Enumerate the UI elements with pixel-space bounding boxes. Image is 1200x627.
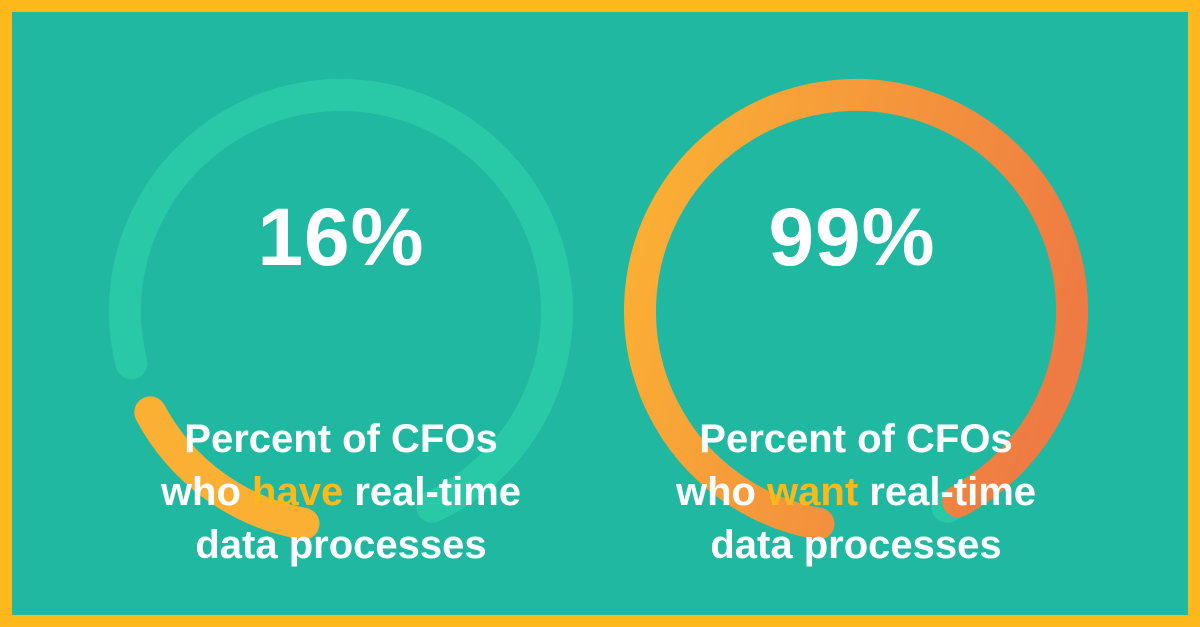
gauge-want-value-arc bbox=[624, 79, 1088, 540]
caption-line-1: Percent of CFOs bbox=[184, 417, 498, 461]
gauge-have bbox=[109, 79, 573, 540]
caption-text: who bbox=[160, 470, 253, 514]
gauge-want bbox=[624, 79, 1088, 540]
caption-line-2: who have real-time bbox=[81, 466, 601, 519]
caption-text: who bbox=[675, 470, 768, 514]
caption-line-2: who want real-time bbox=[596, 466, 1116, 519]
caption-highlight-want: want bbox=[767, 470, 859, 514]
caption-line-1: Percent of CFOs bbox=[699, 417, 1013, 461]
caption-line-3: data processes bbox=[710, 523, 1002, 567]
gauge-want-caption: Percent of CFOs who want real-time data … bbox=[596, 413, 1116, 572]
caption-highlight-have: have bbox=[252, 470, 344, 514]
caption-text: real-time bbox=[858, 470, 1037, 514]
caption-text: real-time bbox=[343, 470, 522, 514]
gauge-have-value-arc bbox=[134, 396, 320, 540]
gauge-have-value-label: 16% bbox=[257, 192, 425, 283]
gauge-have-caption: Percent of CFOs who have real-time data … bbox=[81, 413, 601, 572]
infographic-panel bbox=[12, 12, 1188, 615]
gauge-want-value-label: 99% bbox=[768, 192, 936, 283]
caption-line-3: data processes bbox=[195, 523, 487, 567]
gauge-have-track bbox=[109, 79, 573, 523]
